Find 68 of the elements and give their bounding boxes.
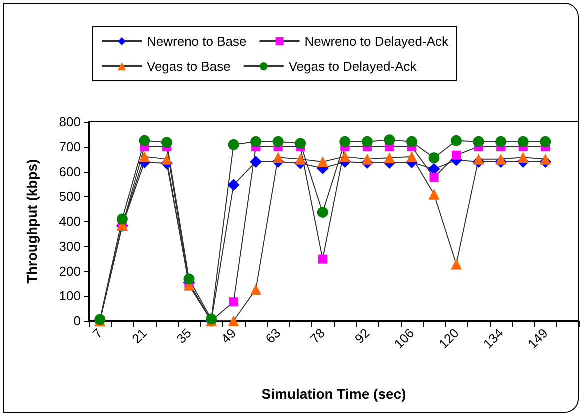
point (318, 254, 328, 264)
legend-label: Vegas to Delayed-Ack (288, 59, 418, 74)
point (250, 284, 262, 296)
y-tick-label: 500 (59, 189, 81, 204)
point (406, 151, 418, 162)
y-tick-label: 300 (59, 238, 81, 254)
y-tick-label: 800 (59, 114, 81, 130)
point (250, 156, 262, 168)
x-tick-label: 78 (307, 326, 328, 347)
point (228, 139, 240, 150)
point (340, 136, 351, 148)
point (295, 138, 306, 150)
y-tick-label: 600 (59, 164, 81, 180)
x-tick-label: 49 (218, 326, 240, 347)
x-tick-label: 63 (262, 326, 284, 347)
legend-label: Vegas to Base (147, 59, 231, 74)
x-tick-label: 120 (436, 326, 462, 352)
point (384, 152, 396, 164)
point (430, 173, 439, 182)
point (272, 136, 284, 148)
x-tick-label: 149 (524, 326, 551, 352)
point (362, 154, 373, 165)
point (451, 135, 462, 146)
point (317, 156, 328, 168)
point (184, 274, 195, 285)
point (473, 136, 484, 148)
point (139, 135, 150, 146)
x-tick-label: 134 (480, 326, 506, 352)
point (272, 152, 284, 164)
point (362, 136, 373, 148)
x-tick-label: 7 (90, 326, 106, 342)
point (384, 134, 396, 146)
point (161, 154, 172, 165)
point (228, 179, 240, 192)
point (473, 154, 484, 165)
point (496, 154, 507, 165)
point (540, 136, 552, 148)
y-tick-label: 700 (59, 139, 81, 154)
x-tick-label: 35 (174, 326, 195, 347)
x-tick-label: 92 (352, 326, 373, 347)
y-tick-label: 200 (59, 264, 81, 279)
point (340, 151, 351, 162)
point (229, 298, 238, 307)
point (161, 137, 172, 148)
point (428, 152, 440, 164)
point (540, 154, 552, 165)
y-tick-label: 400 (59, 214, 81, 229)
point (496, 136, 507, 148)
point (518, 152, 529, 164)
legend-label: Newreno to Delayed-Ack (304, 34, 450, 49)
point (228, 316, 240, 326)
y-tick-label: 100 (59, 288, 81, 304)
y-axis-title: Throughput (kbps) (24, 159, 40, 284)
point (317, 207, 328, 218)
point (406, 136, 418, 148)
x-tick-label: 21 (129, 326, 150, 347)
point (116, 214, 128, 225)
y-tick-label: 0 (74, 314, 81, 328)
x-tick-label: 106 (391, 326, 418, 352)
point (428, 188, 440, 200)
point (452, 150, 461, 160)
point (518, 136, 529, 148)
point (250, 136, 262, 148)
point (295, 154, 306, 165)
point (139, 151, 150, 162)
legend-label: Newreno to Base (147, 34, 247, 49)
point (451, 258, 462, 270)
x-axis-title: Simulation Time (sec) (262, 386, 406, 402)
